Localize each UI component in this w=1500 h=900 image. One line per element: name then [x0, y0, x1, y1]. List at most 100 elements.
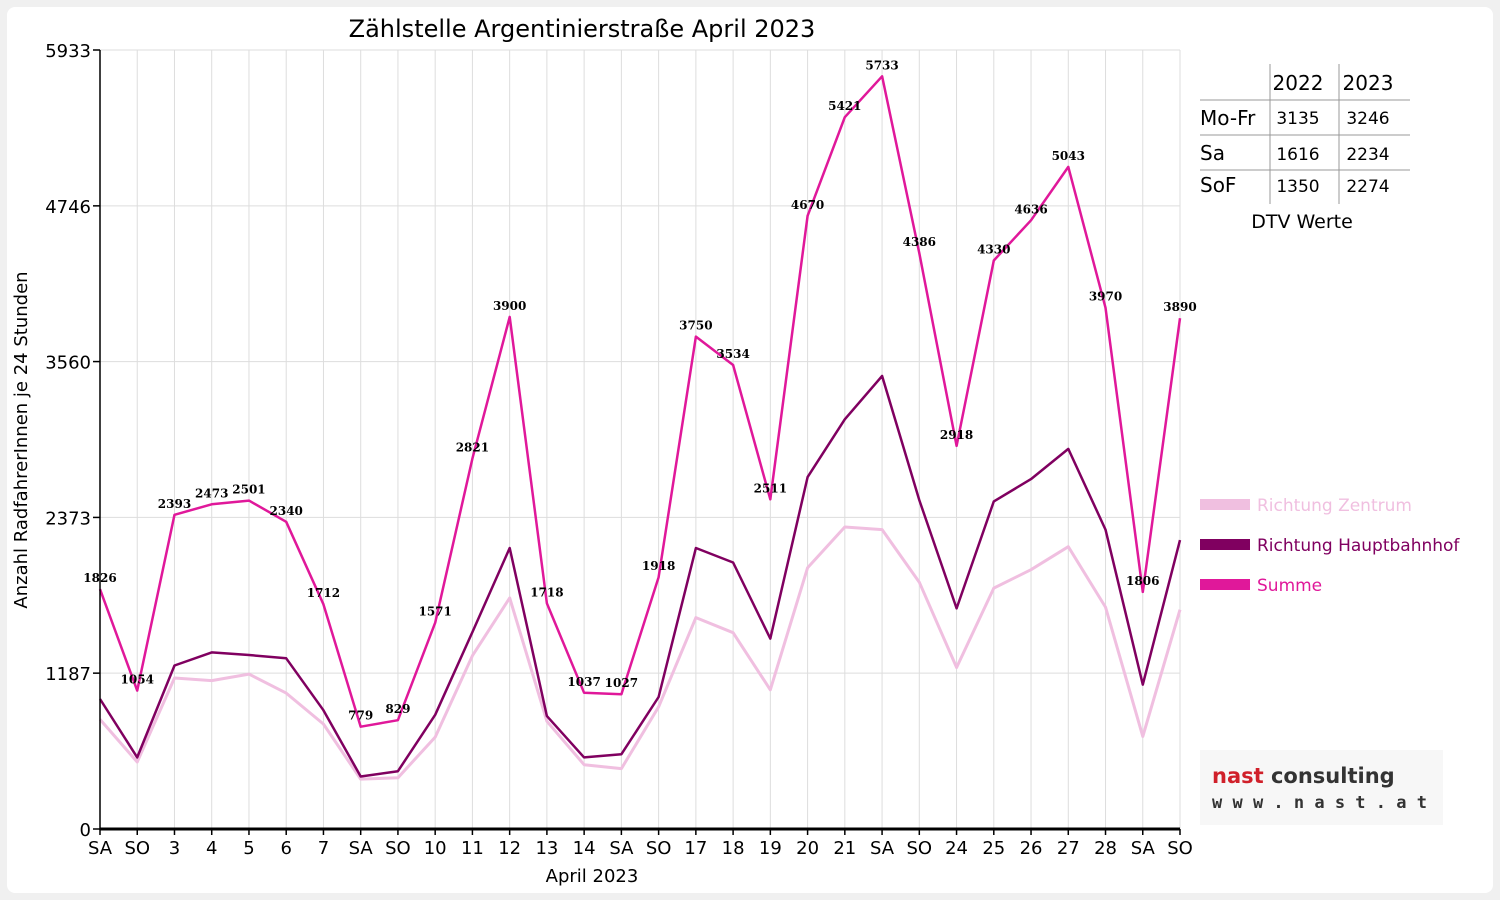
table-row-label: Sa — [1200, 141, 1225, 165]
x-tick-label: 17 — [684, 838, 707, 859]
data-label: 3750 — [679, 319, 712, 333]
x-tick-label: 25 — [982, 838, 1005, 859]
data-label: 3890 — [1163, 300, 1196, 314]
x-tick-label: 4 — [206, 838, 217, 859]
x-tick-label: 11 — [461, 838, 484, 859]
series-lines — [98, 75, 1182, 781]
data-label: 829 — [385, 702, 410, 716]
data-label: 1806 — [1126, 574, 1159, 588]
x-tick-label: 10 — [424, 838, 447, 859]
x-tick-label: SA — [870, 838, 895, 859]
data-label: 4386 — [903, 235, 936, 249]
data-label: 2393 — [158, 497, 191, 511]
table-caption: DTV Werte — [1251, 211, 1353, 233]
data-label: 1027 — [605, 676, 638, 690]
logo-url: w w w . n a s t . a t — [1212, 793, 1427, 813]
x-tick-label: SA — [88, 838, 113, 859]
y-tick-label: 5933 — [45, 41, 91, 62]
data-label: 1826 — [83, 571, 116, 585]
data-label: 3900 — [493, 299, 526, 313]
table-row-label: Mo-Fr — [1200, 106, 1256, 130]
grid-lines — [99, 49, 1181, 829]
series-line — [98, 525, 1182, 781]
x-tick-label: 14 — [573, 838, 596, 859]
table-cell: 1616 — [1276, 145, 1319, 165]
x-tick-label: 18 — [722, 838, 745, 859]
data-label: 1918 — [642, 559, 675, 573]
data-label: 4670 — [791, 198, 824, 212]
chart-title: Zählstelle Argentinierstraße April 2023 — [349, 15, 816, 43]
logo-rest: consulting — [1271, 764, 1395, 788]
dtv-table: 2022 2023 Mo-Fr 3135 3246 Sa 1616 2234 S… — [1200, 64, 1410, 233]
x-tick-label: 27 — [1057, 838, 1080, 859]
table-cell: 2234 — [1346, 145, 1389, 165]
chart-panel — [7, 7, 1493, 893]
table-cell: 3246 — [1346, 109, 1389, 129]
legend-swatch — [1200, 539, 1250, 550]
table-cell: 3135 — [1276, 109, 1319, 129]
x-tick-label: 19 — [759, 838, 782, 859]
logo-accent: nast — [1212, 764, 1271, 788]
legend-swatch — [1200, 499, 1250, 510]
y-tick-label: 4746 — [45, 197, 91, 218]
legend-label: Richtung Hauptbahnhof — [1257, 536, 1460, 556]
legend-swatch — [1200, 579, 1250, 590]
data-label: 5043 — [1052, 149, 1085, 163]
data-label: 3534 — [716, 347, 749, 361]
table-cell: 1350 — [1276, 177, 1319, 197]
data-label: 1054 — [121, 673, 154, 687]
x-tick-label: SO — [646, 838, 672, 859]
x-tick-label: SO — [124, 838, 150, 859]
x-tick-label: 28 — [1094, 838, 1117, 859]
data-labels: 1826 1054 2393 2473 2501 2340 1712 779 829 1571 28… — [83, 58, 1196, 722]
y-tick-label: 1187 — [45, 664, 91, 685]
data-label: 5421 — [828, 99, 861, 113]
x-tick-label: SO — [1167, 838, 1193, 859]
x-tick-label: 6 — [280, 838, 291, 859]
legend: Richtung Zentrum Richtung Hauptbahnhof Sum… — [1200, 496, 1460, 596]
series-line — [98, 374, 1182, 778]
logo-box — [1200, 750, 1443, 825]
x-tick-label: SO — [907, 838, 933, 859]
y-tick-label: 3560 — [45, 353, 91, 374]
data-label: 4636 — [1014, 202, 1047, 216]
data-label: 3970 — [1089, 290, 1122, 304]
x-tick-label: 7 — [318, 838, 329, 859]
data-label: 1037 — [567, 675, 600, 689]
x-tick-label: SO — [385, 838, 411, 859]
legend-label: Richtung Zentrum — [1257, 496, 1412, 516]
data-label: 2340 — [270, 504, 303, 518]
tick-labels: 0 1187 2373 3560 4746 5933 SA SO 3 4 5 6 7 SA SO 10 11 12… — [45, 41, 1193, 859]
table-header-2023: 2023 — [1343, 71, 1394, 95]
x-tick-label: 26 — [1020, 838, 1043, 859]
data-label: 2821 — [456, 441, 489, 455]
logo: nast consulting w w w . n a s t . a t — [1200, 750, 1443, 825]
table-header-2022: 2022 — [1273, 71, 1324, 95]
series-line — [98, 75, 1182, 728]
data-label: 2501 — [232, 483, 265, 497]
x-tick-label: 5 — [243, 838, 254, 859]
x-tick-label: SA — [1131, 838, 1156, 859]
x-tick-label: 21 — [833, 838, 856, 859]
data-label: 779 — [348, 709, 373, 723]
legend-label: Summe — [1257, 576, 1322, 596]
data-label: 2473 — [195, 486, 228, 500]
x-tick-label: SA — [349, 838, 374, 859]
logo-text: nast consulting — [1212, 764, 1395, 788]
x-tick-label: 24 — [945, 838, 968, 859]
data-label: 2918 — [940, 428, 973, 442]
x-tick-label: 20 — [796, 838, 819, 859]
data-label: 1718 — [530, 585, 563, 599]
table-cell: 2274 — [1346, 177, 1389, 197]
x-tick-label: 13 — [535, 838, 558, 859]
x-tick-label: 12 — [498, 838, 521, 859]
data-label: 1571 — [418, 605, 451, 619]
x-tick-label: SA — [609, 838, 634, 859]
y-tick-label: 0 — [80, 820, 91, 841]
y-tick-label: 2373 — [45, 508, 91, 529]
x-tick-label: 3 — [169, 838, 180, 859]
data-label: 4330 — [977, 242, 1010, 256]
data-label: 2511 — [754, 481, 787, 495]
table-row-label: SoF — [1200, 173, 1236, 197]
x-axis-title: April 2023 — [546, 866, 639, 887]
